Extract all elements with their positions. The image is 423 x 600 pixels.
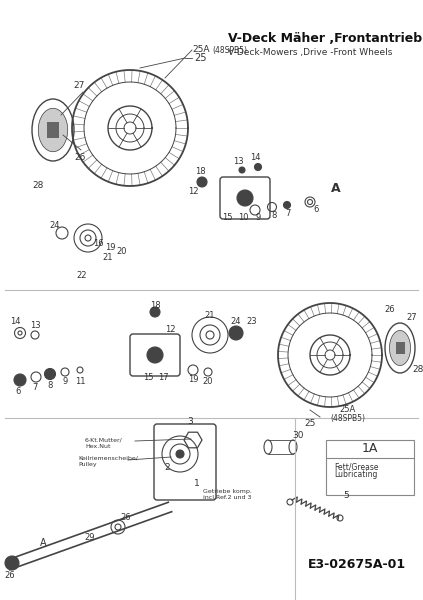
Text: 27: 27 — [407, 313, 418, 323]
Text: (48SPB5): (48SPB5) — [330, 413, 365, 422]
Text: 21: 21 — [205, 311, 215, 319]
Text: 17: 17 — [158, 373, 168, 383]
Text: 10: 10 — [238, 212, 248, 221]
Text: Keilriemenscheibe/: Keilriemenscheibe/ — [78, 456, 138, 461]
Text: 27: 27 — [73, 80, 85, 89]
Text: 26: 26 — [121, 512, 131, 521]
Text: Pulley: Pulley — [78, 462, 96, 467]
Bar — [47, 122, 59, 138]
Text: 25A: 25A — [192, 46, 210, 55]
Text: 7: 7 — [32, 383, 38, 392]
Text: 18: 18 — [150, 301, 160, 310]
Text: 19: 19 — [105, 244, 115, 253]
Text: Fett/Grease: Fett/Grease — [334, 462, 379, 471]
Text: 18: 18 — [195, 167, 205, 176]
Circle shape — [14, 374, 26, 386]
Text: 21: 21 — [103, 253, 113, 263]
Text: 24: 24 — [231, 317, 241, 326]
Text: E3-02675A-01: E3-02675A-01 — [308, 559, 406, 571]
Text: Lubricating: Lubricating — [334, 470, 377, 479]
Text: 25: 25 — [304, 419, 316, 427]
Text: 6: 6 — [15, 386, 21, 395]
Circle shape — [229, 326, 243, 340]
Ellipse shape — [390, 331, 410, 365]
Text: 15: 15 — [143, 373, 153, 383]
Text: (48SPB5): (48SPB5) — [212, 46, 247, 55]
Text: 12: 12 — [165, 325, 175, 335]
Text: 3: 3 — [187, 418, 193, 427]
Text: 8: 8 — [47, 380, 53, 389]
Circle shape — [197, 177, 207, 187]
Text: 16: 16 — [93, 238, 103, 247]
Text: incl.Ref.2 und 3: incl.Ref.2 und 3 — [203, 495, 252, 500]
Text: 7: 7 — [285, 208, 291, 217]
Circle shape — [237, 190, 253, 206]
Ellipse shape — [38, 108, 68, 152]
Circle shape — [255, 163, 261, 170]
Circle shape — [44, 368, 55, 379]
Text: 26: 26 — [385, 305, 396, 314]
Circle shape — [239, 167, 245, 173]
Text: V-Deck-Mowers ,Drive -Front Wheels: V-Deck-Mowers ,Drive -Front Wheels — [228, 48, 393, 57]
Text: 6-Kt.Mutter/: 6-Kt.Mutter/ — [85, 438, 123, 443]
Text: Hex.Nut: Hex.Nut — [85, 444, 110, 449]
Circle shape — [150, 307, 160, 317]
Text: 22: 22 — [77, 271, 87, 280]
Text: 6: 6 — [313, 205, 319, 214]
Text: 9: 9 — [62, 377, 68, 386]
Text: 25A: 25A — [340, 406, 356, 415]
Text: 12: 12 — [188, 187, 198, 196]
Text: 24: 24 — [50, 220, 60, 229]
Text: 26: 26 — [5, 571, 15, 580]
Text: 30: 30 — [292, 431, 304, 439]
Text: 28: 28 — [32, 181, 44, 190]
Text: 1: 1 — [194, 479, 200, 488]
Text: A: A — [331, 181, 341, 194]
Text: 19: 19 — [188, 374, 198, 383]
Bar — [396, 342, 404, 354]
Text: 28: 28 — [412, 365, 423, 374]
Text: 5: 5 — [343, 491, 349, 499]
Circle shape — [147, 347, 163, 363]
Text: 15: 15 — [222, 214, 232, 223]
Text: 29: 29 — [85, 533, 95, 541]
Circle shape — [283, 202, 291, 208]
Text: 14: 14 — [10, 317, 20, 326]
Text: 2: 2 — [164, 463, 170, 472]
Text: 26: 26 — [74, 152, 86, 161]
Text: 13: 13 — [30, 322, 40, 331]
Text: 11: 11 — [75, 377, 85, 385]
Text: 25: 25 — [194, 53, 206, 63]
Text: 13: 13 — [233, 157, 243, 166]
Text: 1A: 1A — [362, 443, 378, 455]
Text: A: A — [40, 538, 46, 548]
Text: 9: 9 — [255, 214, 261, 223]
Circle shape — [176, 450, 184, 458]
Text: 20: 20 — [203, 377, 213, 385]
Text: 20: 20 — [117, 247, 127, 257]
Text: 23: 23 — [247, 317, 257, 326]
Text: 14: 14 — [250, 152, 260, 161]
Circle shape — [5, 556, 19, 570]
Text: V-Deck Mäher ,Frontantrieb: V-Deck Mäher ,Frontantrieb — [228, 32, 422, 45]
Text: 8: 8 — [271, 211, 277, 220]
Bar — [326, 440, 414, 495]
Text: Getriebe komp.: Getriebe komp. — [203, 489, 252, 494]
